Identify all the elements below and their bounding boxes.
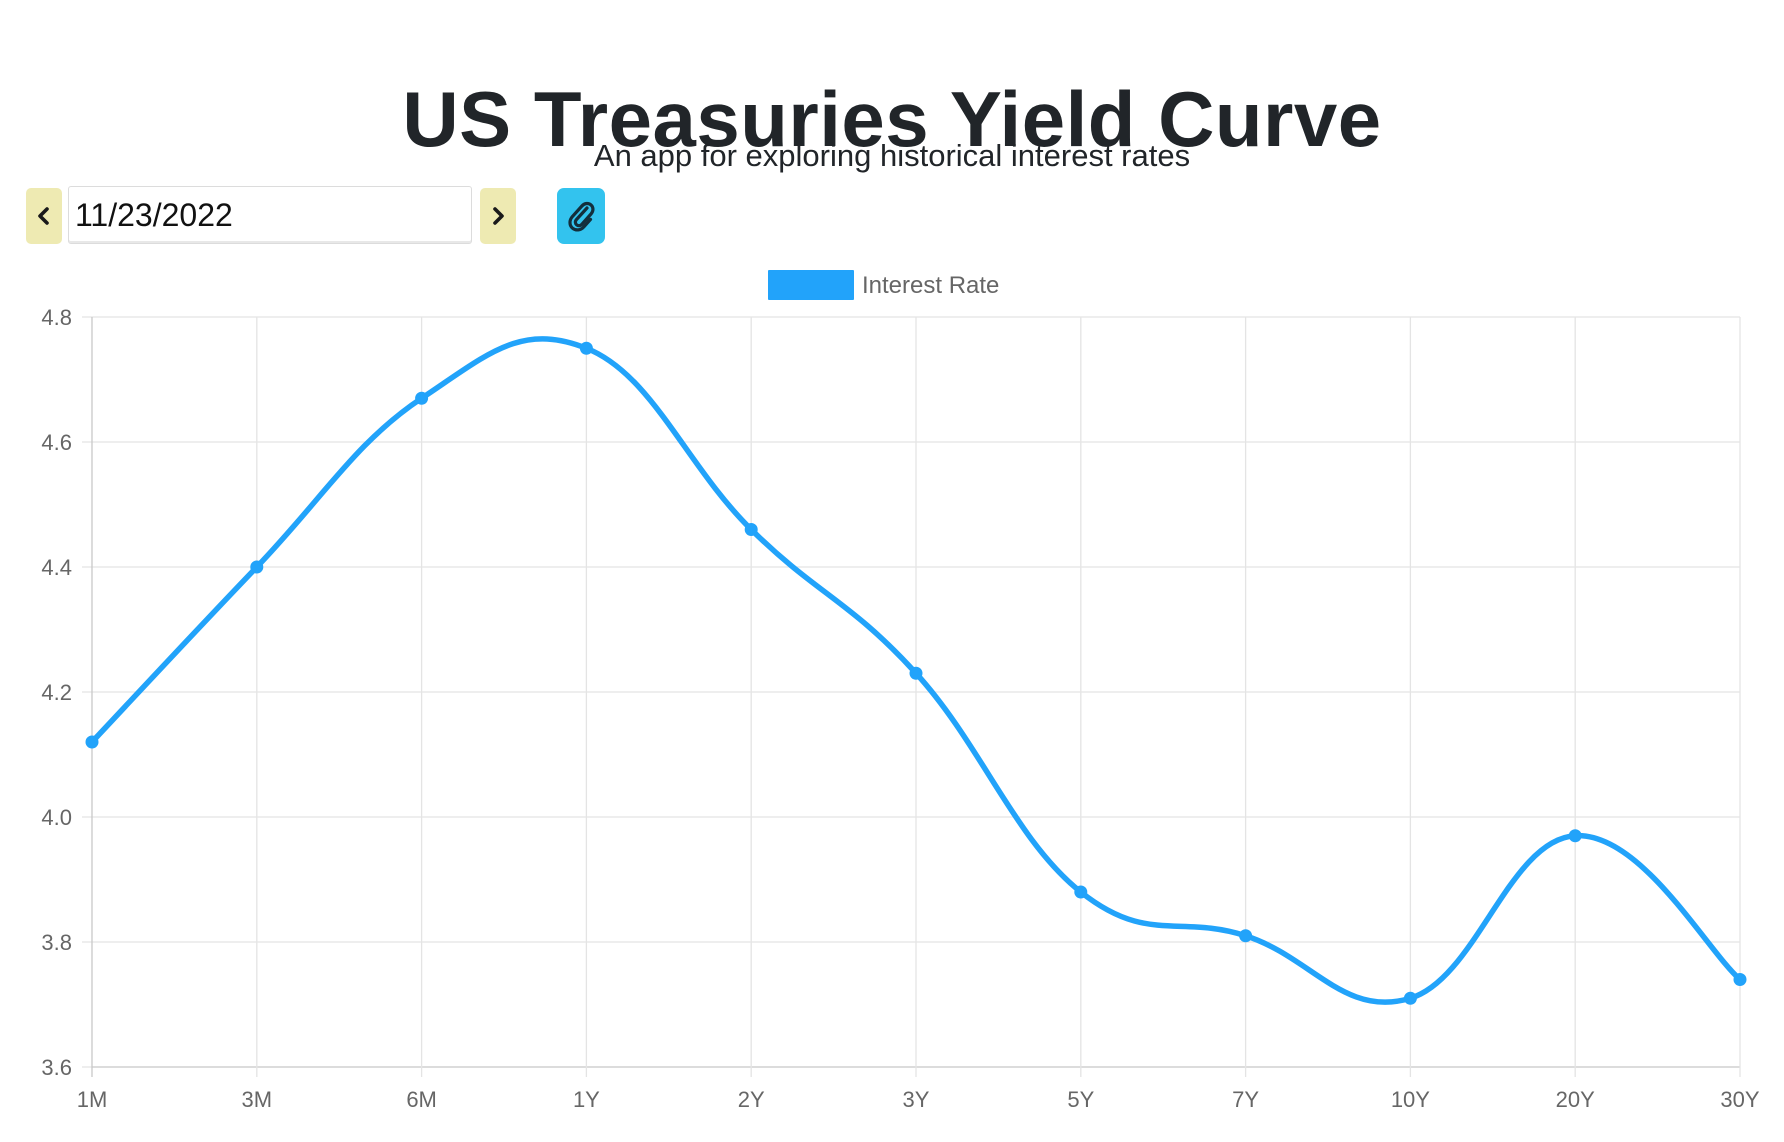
x-tick-label: 6M bbox=[406, 1087, 437, 1112]
data-point-2y[interactable] bbox=[744, 523, 758, 536]
data-point-3m[interactable] bbox=[250, 560, 264, 574]
data-point-20y[interactable] bbox=[1568, 829, 1582, 843]
y-tick-label: 4.6 bbox=[41, 430, 72, 455]
x-tick-label: 30Y bbox=[1720, 1087, 1759, 1112]
data-point-7y[interactable] bbox=[1239, 929, 1253, 943]
legend-swatch[interactable] bbox=[768, 270, 854, 300]
paperclip-icon bbox=[568, 201, 595, 232]
y-tick-label: 4.2 bbox=[41, 680, 72, 705]
x-tick-label: 3M bbox=[242, 1087, 273, 1112]
data-point-5y[interactable] bbox=[1074, 885, 1088, 899]
y-tick-label: 4.0 bbox=[41, 805, 72, 830]
x-tick-label: 7Y bbox=[1232, 1087, 1259, 1112]
legend-label: Interest Rate bbox=[862, 272, 999, 299]
y-tick-label: 3.8 bbox=[41, 930, 72, 955]
next-date-button[interactable] bbox=[480, 188, 516, 244]
copy-link-button[interactable] bbox=[557, 188, 605, 244]
x-tick-label: 5Y bbox=[1067, 1087, 1094, 1112]
chart-grid bbox=[82, 316, 1741, 1077]
chevron-left-icon bbox=[38, 207, 49, 225]
chart-canvas: 3.6 3.8 4.0 4.2 4.4 4.6 4.8 1M 3M 6M 1Y 2Y 3Y 5Y 7Y 10Y… bbox=[41, 270, 1760, 1112]
page-subtitle: An app for exploring historical interest… bbox=[593, 138, 1191, 173]
chart-series bbox=[85, 336, 1747, 1005]
date-input[interactable] bbox=[68, 186, 472, 244]
data-point-6m[interactable] bbox=[415, 391, 429, 405]
data-point-30y[interactable] bbox=[1733, 973, 1747, 986]
yield-curve-chart: 3.6 3.8 4.0 4.2 4.4 4.6 4.8 1M 3M 6M 1Y 2Y 3Y 5Y 7Y 10Y… bbox=[0, 250, 1784, 1142]
chevron-right-icon bbox=[493, 207, 504, 225]
data-point-1y[interactable] bbox=[579, 341, 593, 355]
y-tick-label: 3.6 bbox=[41, 1055, 72, 1080]
previous-date-button[interactable] bbox=[26, 188, 62, 244]
x-tick-label: 20Y bbox=[1556, 1087, 1595, 1112]
chart-axes: 3.6 3.8 4.0 4.2 4.4 4.6 4.8 1M 3M 6M 1Y 2Y 3Y 5Y 7Y 10Y… bbox=[41, 305, 1759, 1112]
x-tick-label: 2Y bbox=[738, 1087, 765, 1112]
chart-legend: Interest Rate bbox=[768, 270, 999, 300]
x-tick-label: 10Y bbox=[1391, 1087, 1430, 1112]
data-point-1m[interactable] bbox=[85, 735, 99, 749]
data-point-3y[interactable] bbox=[909, 666, 923, 680]
x-tick-label: 1Y bbox=[573, 1087, 600, 1112]
data-point-10y[interactable] bbox=[1403, 991, 1417, 1005]
x-tick-label: 3Y bbox=[903, 1087, 930, 1112]
y-tick-label: 4.4 bbox=[41, 555, 72, 580]
x-tick-label: 1M bbox=[77, 1087, 108, 1112]
page-title: US Treasuries Yield Curve bbox=[402, 75, 1382, 164]
y-tick-label: 4.8 bbox=[41, 305, 72, 330]
